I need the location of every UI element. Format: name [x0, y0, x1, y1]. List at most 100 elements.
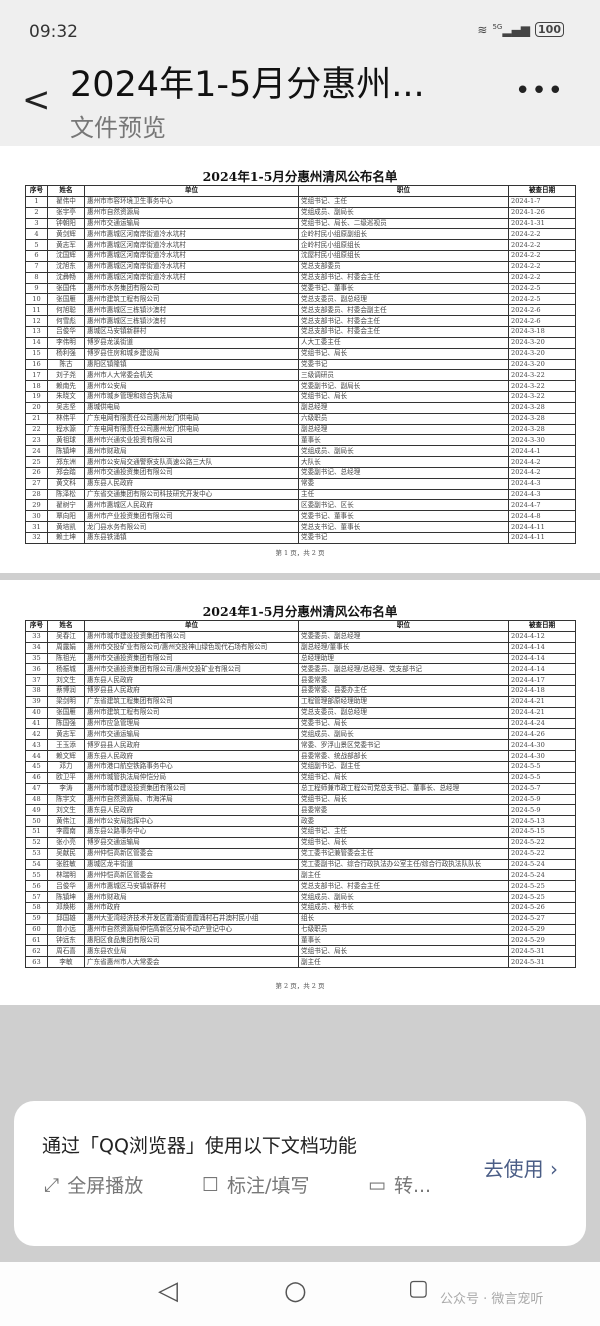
nav-recents-icon[interactable]: ▢	[408, 1276, 429, 1301]
table-row: 58 邓焕彬 惠州市政府 党组成员、秘书长 2024-5-26	[25, 901, 576, 914]
table-cell: 六级职员	[298, 412, 509, 425]
table-cell: 覃向阳	[47, 510, 85, 523]
table-cell: 张国雁	[47, 293, 85, 306]
back-button[interactable]: <	[22, 80, 51, 120]
table-cell: 2024-4-14	[508, 652, 576, 665]
table-cell: 党组书记、局长	[298, 771, 509, 784]
table-row: 46 欧卫平 惠州市城管执法局仲恺分局 党组书记、局长 2024-5-5	[25, 771, 576, 784]
nav-back-icon[interactable]: ◁	[158, 1276, 178, 1306]
nav-home-icon[interactable]: ○	[284, 1276, 307, 1306]
table-cell: 大队长	[298, 456, 509, 468]
column-header: 姓名	[47, 620, 85, 632]
table-cell: 惠东县农业局	[84, 945, 299, 958]
table-cell: 2024-5-27	[508, 912, 576, 925]
table-row: 15 杨利强 博罗县住房和城乡建设局 党组书记、局长 2024-3-20	[25, 347, 576, 360]
table-cell: 40	[25, 706, 48, 719]
table-cell: 沈国辉	[47, 250, 85, 262]
table-cell: 2024-1-31	[508, 217, 576, 230]
table-cell: 惠州市交通运输局	[84, 217, 299, 230]
table-cell: 39	[25, 695, 48, 708]
table-cell: 2024-3-28	[508, 423, 576, 436]
document-page-2[interactable]: 2024年1-5月分惠州清风公布名单 序号 姓名 单位 职位 被查日期 33 吴春江 惠州市城…	[0, 580, 600, 1005]
table-cell: 总工程师兼市政工程公司党总支书记、董事长、总经理	[298, 782, 509, 795]
table-cell: 党总支部书记、村委会主任	[298, 271, 509, 284]
table-row: 10 张国雁 惠州市建筑工程有限公司 党总支委员、副总经理 2024-2-5	[25, 293, 576, 306]
table-cell: 2024-3-22	[508, 369, 576, 382]
document-page-1[interactable]: 2024年1-5月分惠州清风公布名单 序号 姓名 单位 职位 被查日期 1 翟伟中 惠州市市容…	[0, 146, 600, 573]
clock: 09:32	[29, 22, 78, 42]
table-cell: 常委	[298, 477, 509, 490]
table-cell: 李涛	[47, 782, 85, 795]
convert-feature[interactable]: ▭ 转...	[368, 1173, 432, 1198]
table-cell: 2024-4-14	[508, 641, 576, 654]
page-subtitle: 文件预览	[70, 114, 166, 142]
table-cell: 42	[25, 728, 48, 741]
table-cell: 党总支部书记、村委会主任	[298, 325, 509, 338]
table-cell: 周露娟	[47, 641, 85, 654]
table-cell: 程水源	[47, 423, 85, 436]
table-cell: 惠州市交通投资集团有限公司	[84, 652, 299, 665]
table-cell: 广东电网有限责任公司惠州龙门供电局	[84, 423, 299, 436]
status-icons: ≋ 5G▂▄▆ 100	[477, 22, 564, 37]
table-cell: 副主任	[298, 956, 509, 968]
table-row: 25 郑东洲 惠州市公安局交通警察支队高速公路三大队 大队长 2024-4-2	[25, 456, 576, 468]
table-cell: 党组书记、局长	[298, 836, 509, 849]
table-cell: 龙门县水务有限公司	[84, 521, 299, 533]
table-cell: 博罗县县人民政府	[84, 685, 299, 697]
go-use-button[interactable]: 去使用 ›	[483, 1157, 558, 1181]
watermark: 公众号 · 微言宠听	[440, 1292, 544, 1307]
table-cell: 21	[25, 412, 48, 425]
table-cell: 政委	[298, 815, 509, 828]
table-cell: 2024-1-26	[508, 206, 576, 219]
fullscreen-feature[interactable]: ⤢ 全屏播放	[44, 1173, 144, 1198]
more-menu-icon[interactable]: •••	[514, 76, 564, 106]
table-cell: 杨振城	[47, 663, 85, 676]
table-cell: 2024-1-7	[508, 195, 576, 208]
table-cell: 党组成员、秘书长	[298, 901, 509, 914]
table-cell: 52	[25, 836, 48, 849]
table-row: 44 赖文辉 惠东县人民政府 县委常委、统战部部长 2024-4-30	[25, 750, 576, 762]
table-cell: 惠州仲恺高新区管委会	[84, 847, 299, 860]
table-cell: 2024-3-28	[508, 412, 576, 425]
table-cell: 2024-5-29	[508, 934, 576, 947]
table-row: 62 周石喜 惠东县农业局 党组书记、局长 2024-5-31	[25, 945, 576, 958]
table-cell: 党组成员、副局长	[298, 891, 509, 903]
table-cell: 常委、罗浮山景区党委书记	[298, 739, 509, 752]
column-header: 被查日期	[508, 620, 576, 632]
table-cell: 王玉添	[47, 739, 85, 752]
table-row: 19 朱晓文 惠州市城乡管理和综合执法局 党组书记、局长 2024-3-22	[25, 391, 576, 403]
table-cell: 2024-3-22	[508, 391, 576, 403]
table-cell: 刘子尧	[47, 369, 85, 382]
table-cell: 曾小远	[47, 923, 85, 936]
table-cell: 县委常委、县委办主任	[298, 685, 509, 697]
table-cell: 惠州市自然资源局仲恺高新区分局不动产登记中心	[84, 923, 299, 936]
table-cell: 17	[25, 369, 48, 382]
table-cell: 党委副书记、总经理	[298, 466, 509, 479]
column-header: 序号	[25, 185, 48, 197]
table-row: 17 刘子尧 惠州市人大常委会机关 三级调研员 2024-3-22	[25, 369, 576, 382]
table-cell: 副总经理/董事长	[298, 641, 509, 654]
table-row: 12 何雪彪 惠州市惠城区三栋镇沙澳村 党总支部书记、村委会主任 2024-2-6	[25, 315, 576, 327]
table-cell: 工程管理部原经理助理	[298, 695, 509, 708]
table-row: 35 陈祖光 惠州市交通投资集团有限公司 总经理助理 2024-4-14	[25, 652, 576, 665]
table-row: 59 邱国雄 惠州大亚湾经济技术开发区霞涌街道霞涌村石井澳村民小组 组长 2024-5-…	[25, 912, 576, 925]
annotate-feature[interactable]: ☐ 标注/填写	[202, 1173, 310, 1198]
table-cell: 惠东县人民政府	[84, 477, 299, 490]
table-cell: 29	[25, 499, 48, 512]
table-cell: 广东电网有限责任公司惠州龙门供电局	[84, 412, 299, 425]
table-cell: 2	[25, 206, 48, 219]
table-cell: 党委书记、董事长	[298, 510, 509, 523]
table-cell: 50	[25, 815, 48, 828]
table-cell: 2024-4-11	[508, 521, 576, 533]
table-cell: 惠东县人民政府	[84, 674, 299, 687]
table-cell: 党总支书记、董事长	[298, 521, 509, 533]
table-cell: 53	[25, 847, 48, 860]
table-cell: 2024-2-5	[508, 293, 576, 306]
table-cell: 惠东县人民政府	[84, 804, 299, 817]
table-cell: 副总经理	[298, 423, 509, 436]
table-cell: 14	[25, 336, 48, 349]
table-row: 22 程水源 广东电网有限责任公司惠州龙门供电局 副总经理 2024-3-28	[25, 423, 576, 436]
table-cell: 36	[25, 663, 48, 676]
table-cell: 惠州市惠城区河南岸街道冷水坑村	[84, 228, 299, 241]
table-cell: 惠州大亚湾经济技术开发区霞涌街道霞涌村石井澳村民小组	[84, 912, 299, 925]
